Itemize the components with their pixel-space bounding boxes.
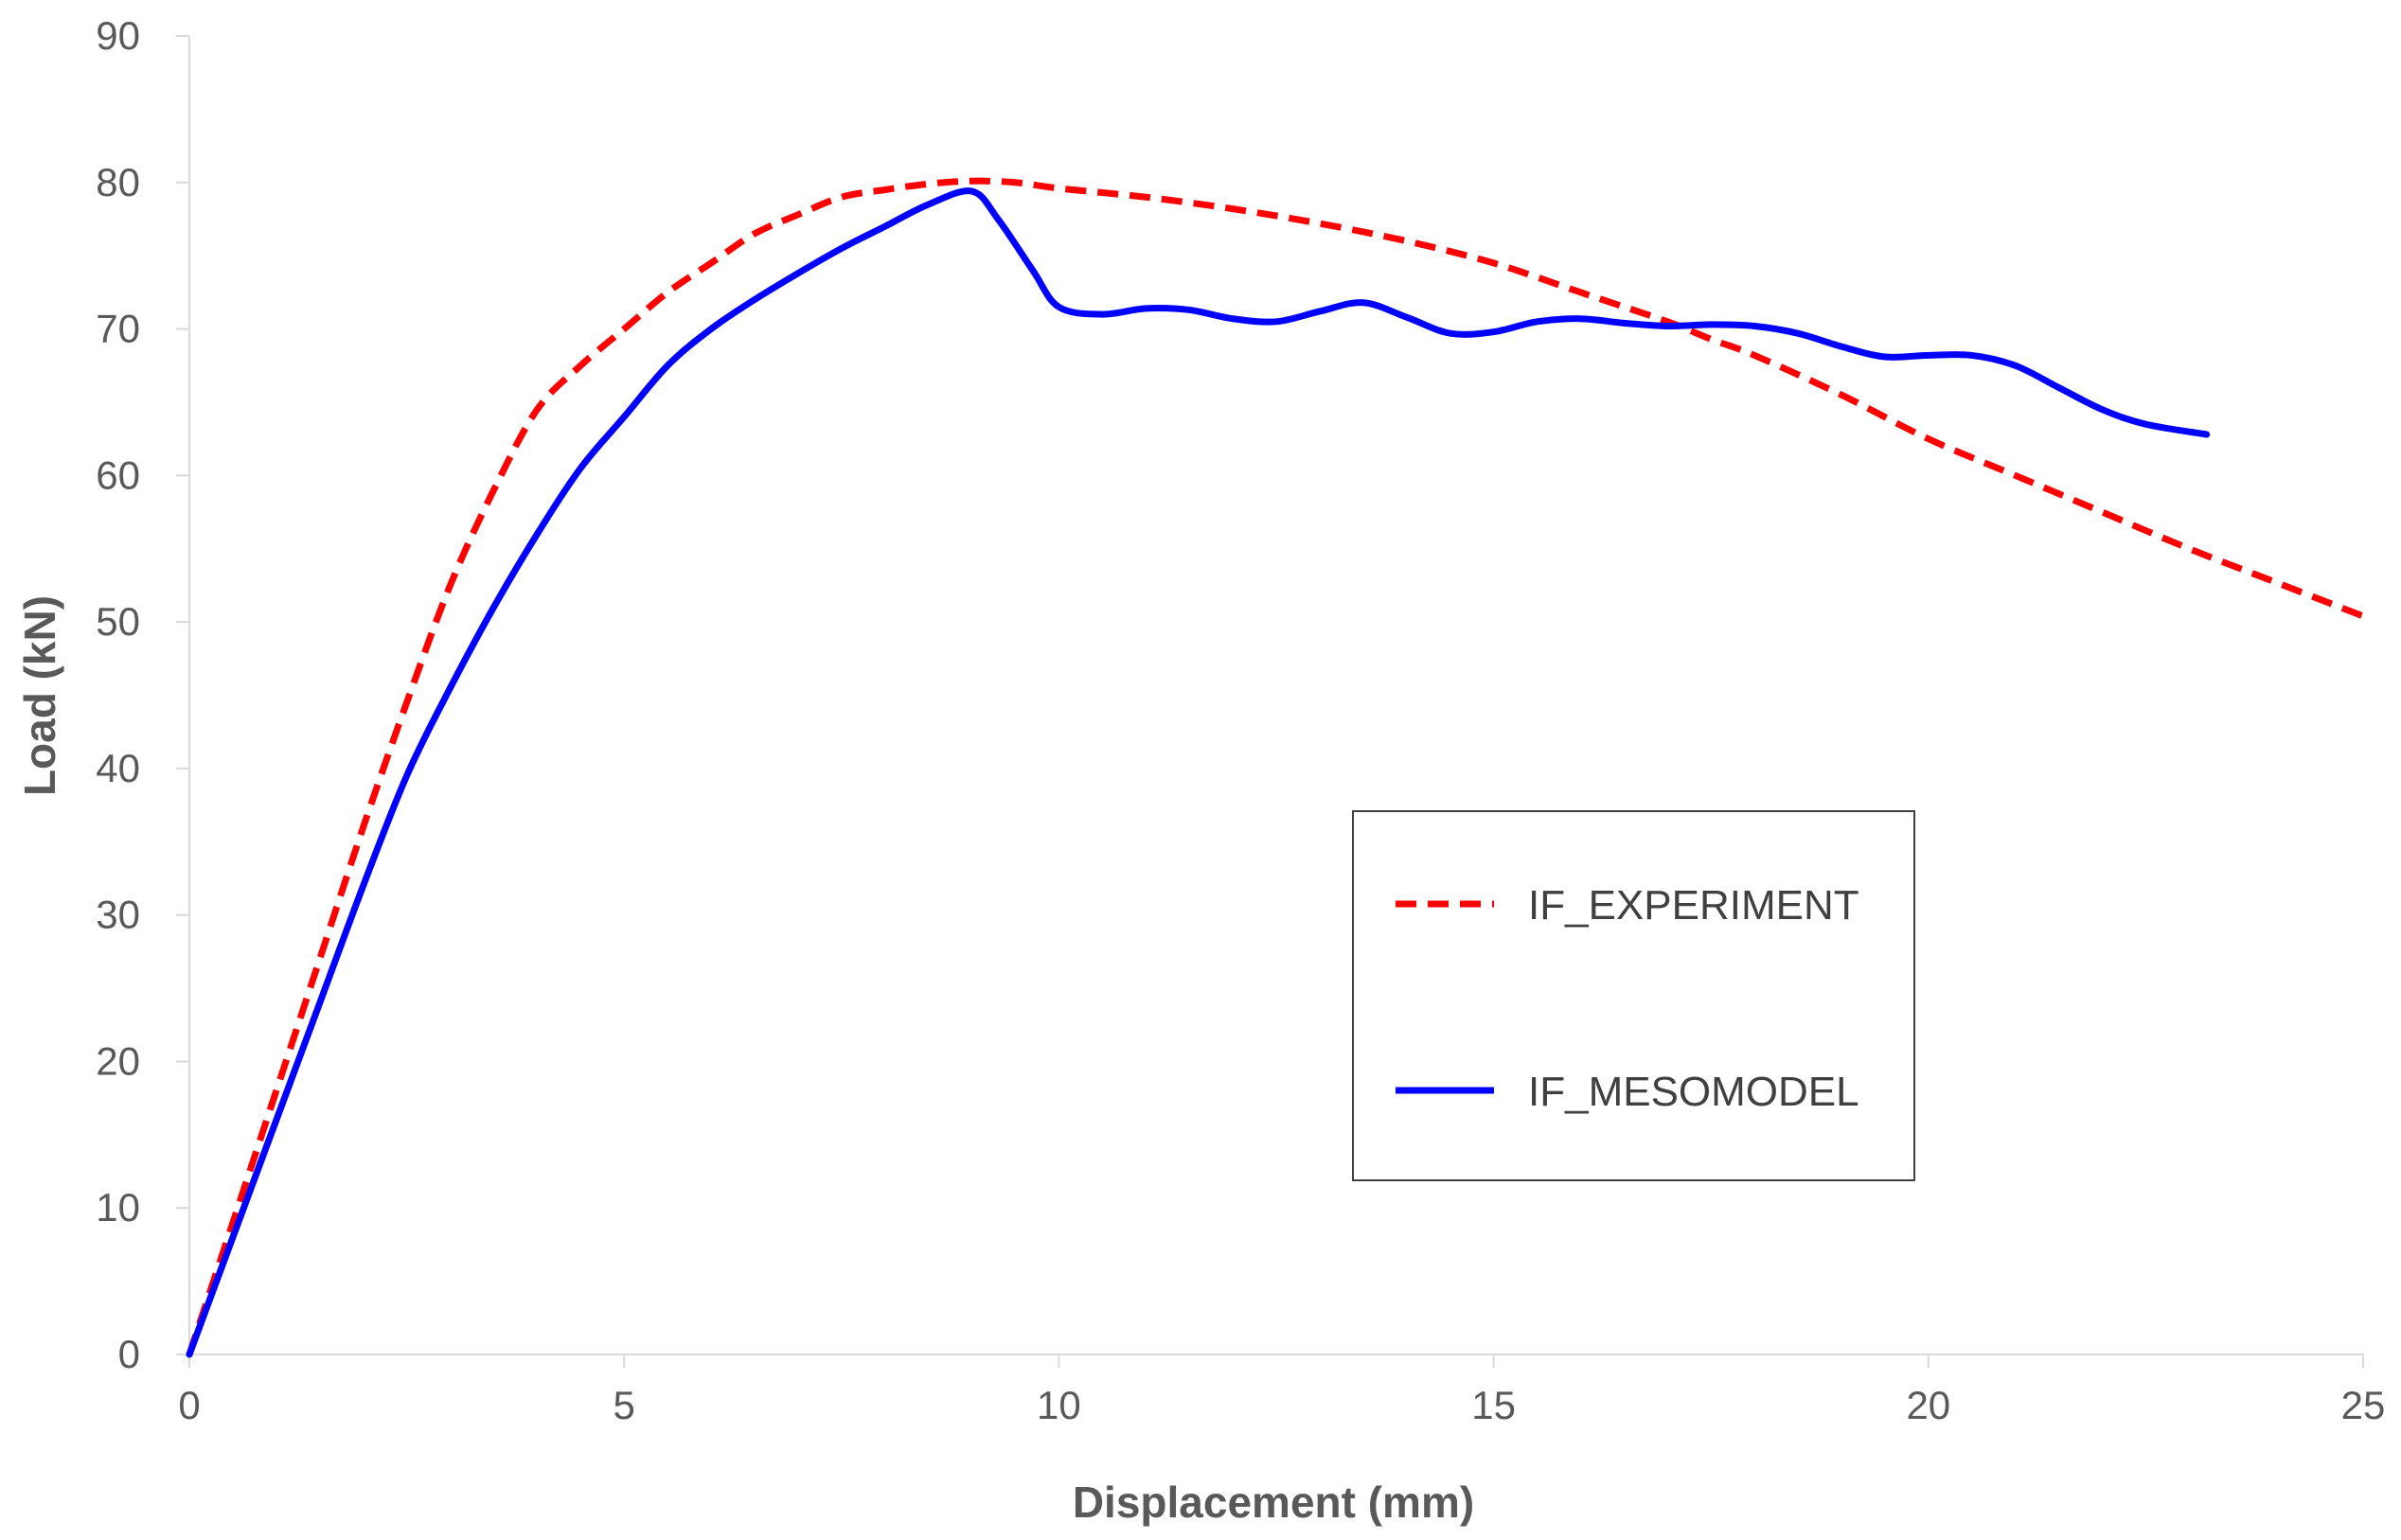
y-tick-label: 70 xyxy=(96,307,140,351)
y-tick-label: 60 xyxy=(96,452,140,497)
y-tick-label: 90 xyxy=(96,13,140,58)
y-tick-label: 80 xyxy=(96,160,140,204)
x-tick-label: 20 xyxy=(1906,1383,1950,1427)
x-axis-title: Displacement (mm) xyxy=(1073,1478,1474,1527)
y-axis-title: Load (kN) xyxy=(15,595,64,796)
x-tick-label: 10 xyxy=(1037,1383,1081,1427)
legend-label-if-mesomodel: IF_MESOMODEL xyxy=(1528,1069,1859,1115)
y-tick-label: 10 xyxy=(96,1185,140,1230)
series-line-if-mesomodel xyxy=(186,187,2211,1358)
x-tick-label: 25 xyxy=(2341,1383,2386,1427)
x-tick-label: 0 xyxy=(178,1383,200,1427)
series-line-if-experiment xyxy=(186,177,2365,1356)
x-tick-label: 5 xyxy=(614,1383,635,1427)
legend: IF_EXPERIMENT IF_MESOMODEL xyxy=(1352,810,1915,1181)
y-tick-label: 0 xyxy=(118,1332,140,1376)
legend-box xyxy=(1352,810,1915,1181)
x-tick-label: 15 xyxy=(1471,1383,1516,1427)
y-tick-label: 50 xyxy=(96,599,140,644)
axes-layer: 0 10 20 30 40 50 60 70 80 90 0 5 10 15 20 25 xyxy=(96,13,2385,1427)
series-layer xyxy=(186,177,2365,1358)
y-tick-label: 30 xyxy=(96,893,140,937)
y-tick-label: 20 xyxy=(96,1038,140,1083)
legend-label-if-experiment: IF_EXPERIMENT xyxy=(1528,882,1859,929)
y-tick-label: 40 xyxy=(96,746,140,790)
